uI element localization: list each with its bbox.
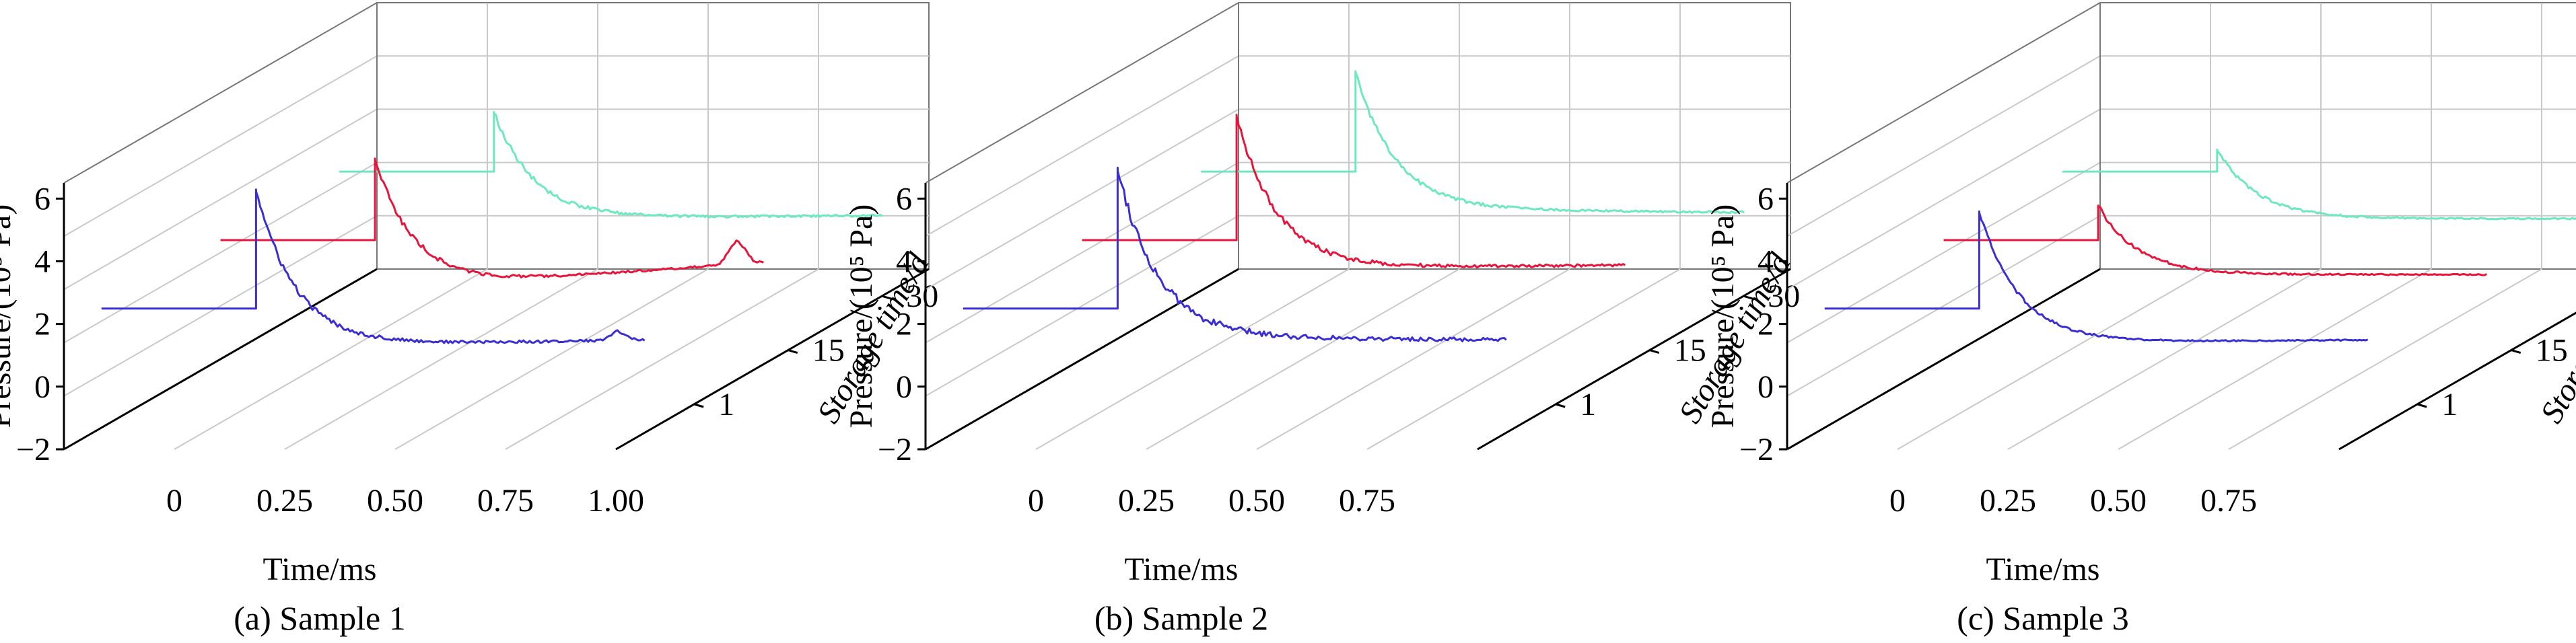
y-axis-label: Pressure/(10⁵ Pa) (1705, 204, 1741, 428)
chart-panel-3: −2 0 2 4 6 Pressure/(10⁵ Pa) 0 0.25 0.50 0.75 Time… (1705, 2, 2576, 637)
chart-panel-1: −2 0 2 4 6 Pressure/(10⁵ Pa) 0 0.25 0.50 0.75 1.00… (0, 2, 938, 637)
x-tick-label: 1.00 (588, 483, 644, 519)
side-grid (925, 108, 1239, 291)
z-tick (2416, 403, 2427, 408)
floor-left-edge (63, 268, 378, 451)
series-day-1 (101, 188, 646, 344)
z-tick-label: 1 (718, 387, 734, 422)
series-day-30 (2062, 149, 2576, 221)
x-tick-label: 0.25 (1980, 483, 2036, 519)
floor-grid (1366, 268, 1681, 450)
z-tick (1555, 403, 1566, 408)
x-axis-label: Time/ms (263, 552, 377, 587)
y-tick-label: 0 (34, 369, 50, 405)
z-tick (693, 403, 704, 408)
series-day-1 (1824, 210, 2369, 343)
floor-grid (2228, 268, 2542, 450)
floor-grid (505, 268, 819, 450)
x-tick-label: 0 (166, 483, 182, 519)
x-tick-label: 0.50 (1228, 483, 1285, 519)
floor-left-edge (925, 268, 1239, 451)
y-tick-label: −2 (878, 432, 912, 467)
x-tick-label: 0.25 (1118, 483, 1175, 519)
y-tick-label: 6 (896, 181, 912, 217)
y-tick-label: 0 (896, 369, 912, 405)
depth-axis (1477, 268, 1791, 451)
back-wall (2099, 2, 2576, 270)
side-grid (925, 215, 1239, 397)
x-tick-label: 0 (1028, 483, 1044, 519)
side-grid (63, 161, 378, 344)
floor-grid (394, 268, 709, 450)
series-day-1 (963, 166, 1507, 342)
series-day-15 (1082, 114, 1626, 269)
side-grid (1786, 55, 2101, 237)
panel-caption: (c) Sample 3 (1957, 599, 2128, 637)
depth-axis (615, 268, 930, 451)
floor-grid (1256, 268, 1570, 450)
chart-panel-2: −2 0 2 4 6 Pressure/(10⁵ Pa) 0 0.25 0.50 0.75 Time… (843, 2, 1800, 637)
series-day-15 (220, 157, 764, 278)
side-grid (1786, 161, 2101, 344)
floor-grid (1035, 268, 1350, 450)
z-tick-label: 15 (812, 333, 845, 369)
side-grid (1786, 2, 2101, 184)
floor-grid (174, 268, 488, 450)
side-grid (63, 108, 378, 291)
x-axis-label: Time/ms (1125, 552, 1239, 587)
y-tick-label: 6 (34, 181, 50, 217)
side-grid (1786, 108, 2101, 291)
panel-caption: (a) Sample 1 (234, 599, 405, 637)
side-grid (63, 55, 378, 237)
series-day-30 (339, 111, 883, 219)
z-tick (788, 349, 798, 354)
x-tick-label: 0.75 (2200, 483, 2257, 519)
side-grid (1786, 215, 2101, 397)
y-axis-label: Pressure/(10⁵ Pa) (0, 204, 18, 428)
z-tick-label: 15 (2536, 333, 2568, 369)
x-tick-label: 0.25 (256, 483, 313, 519)
z-tick-label: 1 (2441, 387, 2458, 422)
x-tick-label: 0 (1889, 483, 1906, 519)
x-tick-label: 0.50 (2090, 483, 2147, 519)
y-tick-label: 2 (34, 307, 50, 342)
x-axis-label: Time/ms (1986, 552, 2100, 587)
floor-left-edge (1786, 268, 2101, 451)
side-grid (925, 55, 1239, 237)
y-tick-label: −2 (1739, 432, 1774, 467)
z-tick (1649, 349, 1660, 354)
x-tick-label: 0.50 (367, 483, 423, 519)
floor-grid (1897, 268, 2211, 450)
z-tick-label: 1 (1580, 387, 1596, 422)
y-axis-label: Pressure/(10⁵ Pa) (843, 204, 879, 428)
y-tick-label: 6 (1757, 181, 1774, 217)
y-tick-label: 0 (1757, 369, 1774, 405)
side-grid (925, 2, 1239, 184)
floor-grid (2118, 268, 2432, 450)
z-tick-label: 15 (1674, 333, 1706, 369)
y-tick-label: 4 (34, 243, 50, 279)
panel-caption: (b) Sample 2 (1094, 599, 1268, 637)
x-tick-label: 0.75 (1339, 483, 1395, 519)
y-tick-label: 2 (1757, 307, 1774, 342)
floor-grid (2007, 268, 2322, 450)
depth-axis (2338, 311, 2576, 451)
z-tick (1743, 295, 1753, 300)
z-tick (2511, 349, 2521, 354)
side-grid (925, 161, 1239, 344)
series-day-30 (1201, 70, 1745, 215)
side-grid (63, 215, 378, 397)
y-tick-label: −2 (16, 432, 50, 467)
y-tick-label: 4 (896, 243, 912, 279)
floor-grid (284, 268, 598, 450)
floor-grid (1146, 268, 1460, 450)
y-tick-label: 4 (1757, 243, 1774, 279)
z-tick (881, 295, 892, 300)
side-grid (63, 2, 378, 184)
series-day-15 (1943, 204, 2488, 276)
x-tick-label: 0.75 (477, 483, 534, 519)
y-tick-label: 2 (896, 307, 912, 342)
